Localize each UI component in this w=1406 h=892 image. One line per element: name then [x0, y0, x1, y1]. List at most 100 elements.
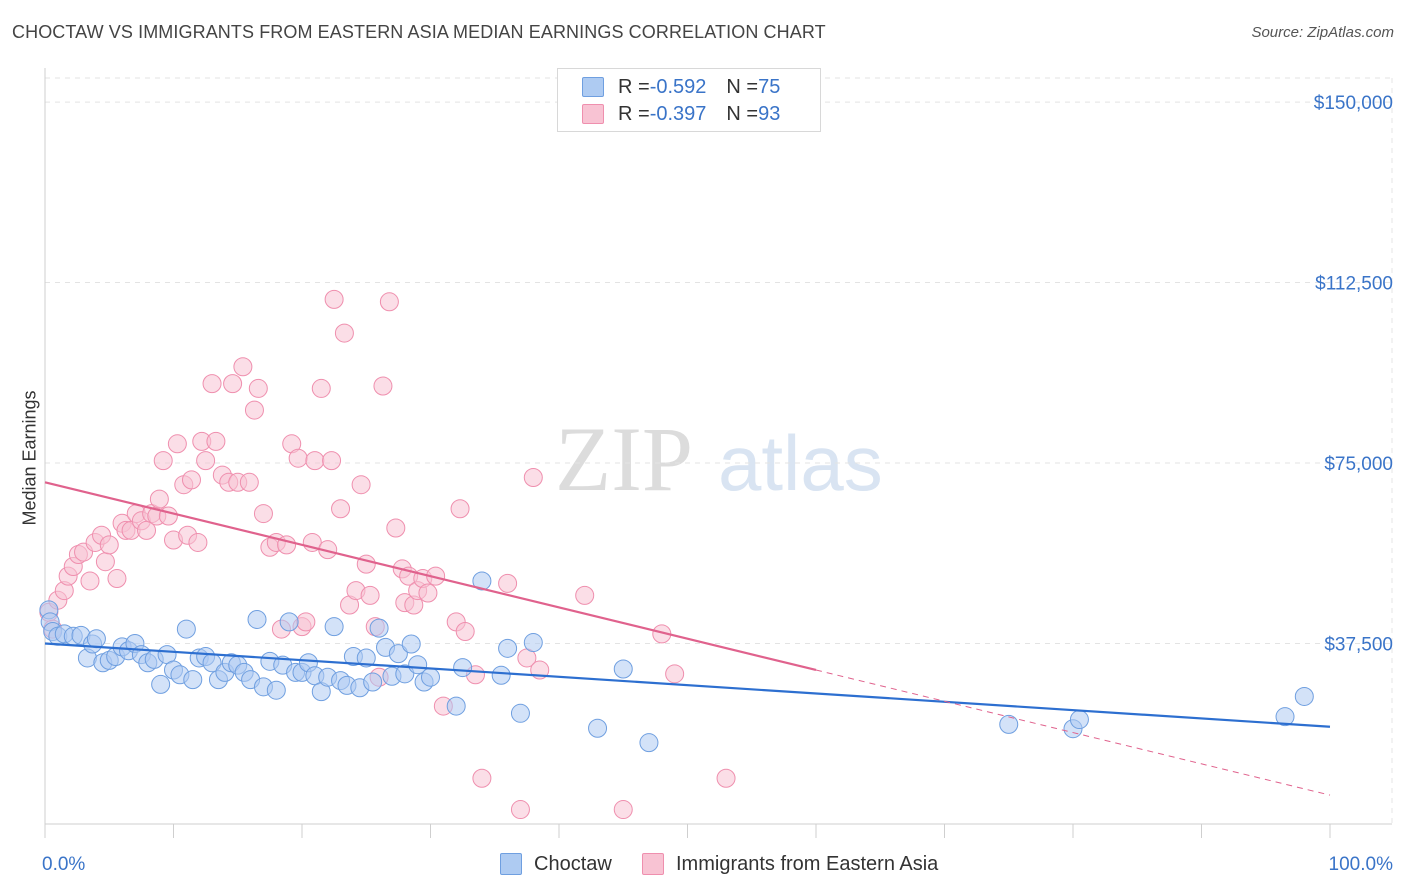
eastasia-point: [244, 400, 264, 420]
y-tick-label: $37,500: [1324, 635, 1393, 656]
trendlines: [44, 481, 1331, 796]
eastasia-point: [223, 374, 243, 394]
eastasia-point: [288, 448, 308, 468]
legend-n-label: N =: [726, 75, 759, 98]
eastasia-point: [233, 357, 253, 377]
legend-row-choctaw: R = -0.592 N = 75: [582, 75, 780, 99]
eastasia-point: [523, 467, 543, 487]
eastasia-point: [379, 292, 399, 312]
eastasia-point: [716, 768, 736, 788]
choctaw-point: [613, 659, 633, 679]
x-tick-labels: 0.0% 100.0%: [42, 854, 1393, 875]
x-tick-label: 0.0%: [42, 854, 85, 875]
legend-r-value: -0.592: [649, 75, 707, 98]
choctaw-point: [356, 648, 376, 668]
eastasia-point: [305, 451, 325, 471]
y-tick-label: $112,500: [1315, 274, 1393, 295]
legend-n-label: N =: [726, 102, 759, 125]
choctaw-point: [1069, 710, 1089, 730]
choctaw-point: [491, 665, 511, 685]
eastasia-points: [39, 289, 736, 820]
eastasia-point: [472, 768, 492, 788]
choctaw-point: [151, 674, 171, 694]
eastasia-point: [153, 451, 173, 471]
choctaw-point: [395, 664, 415, 684]
axes: [44, 68, 1392, 838]
y-tick-label: $150,000: [1314, 93, 1393, 114]
eastasia-point: [356, 554, 376, 574]
bottom-legend-choctaw: Choctaw: [500, 851, 612, 877]
choctaw-point: [453, 658, 473, 678]
choctaw-point: [1294, 686, 1314, 706]
watermark-zip: ZIP: [555, 408, 693, 510]
choctaw-point: [388, 644, 408, 664]
choctaw-trendline: [44, 642, 1331, 728]
y-axis-label: Median Earnings: [19, 390, 40, 526]
choctaw-swatch: [582, 77, 604, 97]
choctaw-point: [639, 733, 659, 753]
eastasia-trendline: [44, 481, 817, 672]
eastasia-point: [334, 323, 354, 343]
eastasia-point: [665, 664, 685, 684]
eastasia-swatch: [582, 104, 604, 124]
choctaw-point: [498, 638, 518, 658]
choctaw-point: [176, 619, 196, 639]
eastasia-point: [95, 552, 115, 572]
choctaw-point: [247, 609, 267, 629]
choctaw-point: [363, 672, 383, 692]
eastasia-point: [196, 451, 216, 471]
choctaw-point: [266, 680, 286, 700]
choctaw-point: [279, 612, 299, 632]
choctaw-point: [401, 634, 421, 654]
choctaw-point: [183, 670, 203, 690]
eastasia-legend-label: Immigrants from Eastern Asia: [676, 852, 939, 875]
y-tick-label: $75,000: [1324, 454, 1393, 475]
choctaw-legend-label: Choctaw: [534, 852, 612, 875]
eastasia-point: [418, 583, 438, 603]
eastasia-point: [613, 800, 633, 820]
eastasia-point: [206, 431, 226, 451]
choctaw-point: [86, 629, 106, 649]
eastasia-point: [450, 499, 470, 519]
choctaw-point: [472, 571, 492, 591]
legend-r-label: R =: [618, 75, 650, 98]
correlation-legend: R = -0.592 N = 75 R = -0.397 N = 93: [557, 68, 821, 132]
x-tick-label: 100.0%: [1329, 854, 1394, 875]
eastasia-point: [575, 585, 595, 605]
eastasia-point: [107, 569, 127, 589]
eastasia-point: [386, 518, 406, 538]
eastasia-point: [149, 489, 169, 509]
watermark: ZIP atlas: [555, 408, 883, 510]
eastasia-point: [181, 470, 201, 490]
eastasia-point: [498, 573, 518, 593]
legend-row-eastasia: R = -0.397 N = 93: [582, 102, 780, 126]
choctaw-point: [523, 633, 543, 653]
choctaw-point: [324, 617, 344, 637]
eastasia-point: [99, 535, 119, 555]
eastasia-point: [296, 612, 316, 632]
eastasia-point: [331, 499, 351, 519]
legend-r-label: R =: [618, 102, 650, 125]
eastasia-point: [188, 532, 208, 552]
eastasia-legend-swatch: [642, 853, 664, 875]
legend-n-value: 93: [758, 102, 781, 125]
eastasia-point: [360, 585, 380, 605]
legend-r-value: -0.397: [649, 102, 707, 125]
eastasia-point: [322, 451, 342, 471]
source-label: Source: ZipAtlas.com: [1251, 24, 1394, 41]
choctaw-legend-swatch: [500, 853, 522, 875]
eastasia-point: [510, 800, 530, 820]
eastasia-point: [311, 378, 331, 398]
eastasia-point: [239, 472, 259, 492]
eastasia-point: [248, 378, 268, 398]
eastasia-point: [202, 374, 222, 394]
choctaw-points: [39, 571, 1314, 753]
eastasia-point: [324, 289, 344, 309]
eastasia-point: [253, 504, 273, 524]
eastasia-point: [351, 475, 371, 495]
choctaw-point: [588, 718, 608, 738]
eastasia-point: [167, 434, 187, 454]
eastasia-point: [455, 621, 475, 641]
choctaw-point: [1275, 707, 1295, 727]
choctaw-point: [408, 655, 428, 675]
